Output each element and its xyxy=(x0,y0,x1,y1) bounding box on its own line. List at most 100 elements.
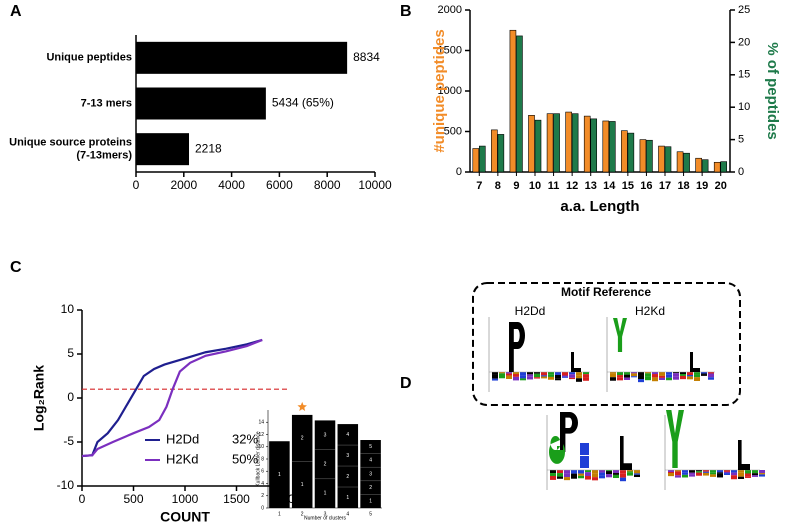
category-label: 7-13 mers xyxy=(81,97,132,109)
logo-stack xyxy=(652,372,658,375)
y2-tick-label: 0 xyxy=(738,166,744,178)
logo-stack xyxy=(571,476,577,479)
logo-stack xyxy=(710,470,716,473)
logo-stack xyxy=(534,377,540,379)
logo-stack xyxy=(652,377,658,382)
bar xyxy=(621,130,628,173)
logo-stack xyxy=(668,470,674,472)
y2-tick-label: 10 xyxy=(738,101,750,113)
logo-stack xyxy=(527,374,533,377)
y-tick-label: 2000 xyxy=(438,4,462,16)
x-tick-label: 1000 xyxy=(172,492,199,506)
logo-stack xyxy=(694,374,700,378)
bar xyxy=(701,159,709,173)
y-tick-label: 0 xyxy=(456,166,462,178)
logo-stack xyxy=(687,372,693,376)
y-tick-label: 0 xyxy=(261,505,264,511)
x-tick-label: 0 xyxy=(133,178,140,192)
x-axis-label: Number of clusters xyxy=(304,515,346,521)
logo-stack xyxy=(659,377,665,380)
logo-stack xyxy=(738,470,744,473)
logo-stack xyxy=(752,475,758,477)
bar xyxy=(509,29,517,173)
logo-stack xyxy=(527,376,533,380)
x-tick-label: 6000 xyxy=(266,178,293,192)
logo-stack xyxy=(638,379,644,383)
bar xyxy=(571,113,579,173)
logo-stack xyxy=(499,372,505,374)
segment-label: 1 xyxy=(324,491,327,497)
x-tick-label: 1500 xyxy=(223,492,250,506)
logo-stack xyxy=(682,474,688,478)
logo-stack xyxy=(492,372,498,375)
logo-stack xyxy=(634,470,640,474)
logo-letter xyxy=(690,352,700,372)
logo-stack xyxy=(555,374,561,379)
bar xyxy=(553,113,560,173)
logo-stack xyxy=(675,471,681,476)
logo-stack xyxy=(759,470,765,474)
y-tick-label: 10 xyxy=(61,302,75,316)
logo-stack xyxy=(578,473,584,476)
logo-stack xyxy=(724,470,730,472)
logo-stack xyxy=(520,378,526,381)
logo-stack xyxy=(506,372,512,374)
segment-label: 3 xyxy=(346,453,349,459)
segment-label: 2 xyxy=(346,474,349,480)
logo-stack xyxy=(606,474,612,478)
logo-stack xyxy=(689,474,695,477)
bar xyxy=(565,111,572,173)
logo-stack xyxy=(708,372,714,374)
logo-stack xyxy=(555,372,561,375)
bar xyxy=(269,441,290,508)
x-tick-label: 20 xyxy=(715,180,727,192)
bar xyxy=(590,118,598,173)
bar xyxy=(713,161,721,173)
logo-stack xyxy=(513,374,519,377)
segment-label: 4 xyxy=(346,432,349,438)
bar xyxy=(676,151,684,173)
x-tick-label: 16 xyxy=(640,180,652,192)
logo-stack xyxy=(673,372,679,374)
logo-stack xyxy=(666,374,672,378)
x-tick-label: 9 xyxy=(513,180,519,192)
logo-stack xyxy=(583,372,589,375)
logo-stack xyxy=(513,376,519,381)
segment-label: 2 xyxy=(301,436,304,442)
bar xyxy=(136,87,266,120)
bar xyxy=(472,148,480,173)
logo-stack xyxy=(627,471,633,473)
x-tick-label: 500 xyxy=(123,492,143,506)
logo-stack xyxy=(576,378,582,382)
logo-stack xyxy=(613,470,619,474)
x-tick-label: 18 xyxy=(677,180,689,192)
logo-stack xyxy=(599,472,605,476)
x-tick-label: 8 xyxy=(495,180,501,192)
logo-letter xyxy=(738,440,750,470)
logo-stack xyxy=(620,477,626,482)
logo-stack xyxy=(673,376,679,380)
logo-stack xyxy=(634,473,640,475)
y-axis-label: Log₂Rank xyxy=(31,365,47,431)
y-tick-label: 500 xyxy=(444,125,462,137)
logo-stack xyxy=(617,377,623,381)
value-label: 2218 xyxy=(195,141,222,155)
logo-stack xyxy=(520,372,526,376)
y-tick-label: 6 xyxy=(261,469,264,475)
logo-stack xyxy=(645,376,651,381)
logo-stack xyxy=(557,473,563,477)
logo-stack xyxy=(717,473,723,478)
logo-stack xyxy=(578,475,584,479)
bar xyxy=(646,139,653,173)
logo-stack xyxy=(564,477,570,481)
bar xyxy=(314,420,336,508)
x-tick-label: 4 xyxy=(346,511,349,517)
y-axis-label: Kullback Leibler distance xyxy=(255,431,261,487)
bar xyxy=(534,119,542,173)
logo-stack xyxy=(673,373,679,377)
logo-stack xyxy=(613,473,619,475)
y2-axis-label: % of peptides xyxy=(764,42,781,140)
logo-stack xyxy=(520,375,526,379)
panel-label: B xyxy=(400,3,412,20)
